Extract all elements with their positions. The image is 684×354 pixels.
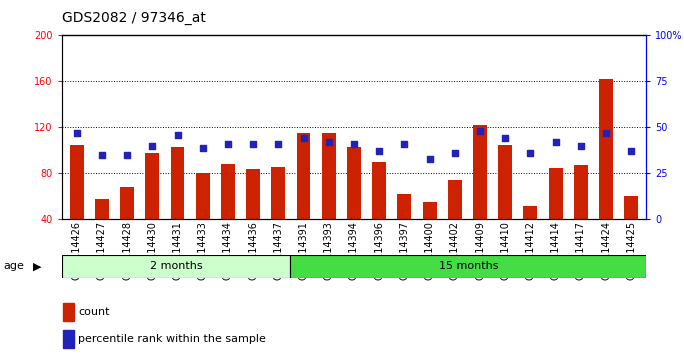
Point [424,156,435,161]
Bar [448,181,462,219]
Bar [473,125,487,219]
Point [399,141,410,147]
Point [248,141,259,147]
Point [298,136,309,141]
Point [449,150,460,156]
Point [575,143,586,149]
Point [147,143,158,149]
Point [550,139,561,145]
Bar [146,153,159,219]
Point [197,145,208,150]
Point [71,130,82,136]
Bar [397,194,411,219]
Bar [170,147,185,219]
Text: count: count [78,307,109,317]
Bar [291,255,646,278]
Point [475,128,486,134]
Point [96,152,107,158]
Bar [574,165,588,219]
Text: GDS2082 / 97346_at: GDS2082 / 97346_at [62,11,205,25]
Bar [70,145,83,219]
Bar [372,162,386,219]
Point [626,149,637,154]
Bar [549,168,562,219]
Point [601,130,611,136]
Bar [347,147,361,219]
Bar [62,255,291,278]
Text: percentile rank within the sample: percentile rank within the sample [78,334,266,344]
Text: 2 months: 2 months [150,261,202,272]
Bar [63,330,75,348]
Bar [63,303,75,321]
Point [222,141,233,147]
Bar [322,133,336,219]
Bar [624,196,638,219]
Point [500,136,511,141]
Bar [297,133,311,219]
Point [324,139,334,145]
Text: age: age [3,261,25,271]
Bar [523,206,538,219]
Point [122,152,133,158]
Text: 15 months: 15 months [438,261,498,272]
Bar [498,145,512,219]
Bar [599,79,613,219]
Bar [95,199,109,219]
Bar [246,169,260,219]
Bar [196,173,210,219]
Point [348,141,360,147]
Text: ▶: ▶ [33,261,41,271]
Bar [120,187,134,219]
Bar [221,164,235,219]
Point [373,149,384,154]
Bar [272,166,285,219]
Point [525,150,536,156]
Point [172,132,183,138]
Point [273,141,284,147]
Bar [423,202,436,219]
